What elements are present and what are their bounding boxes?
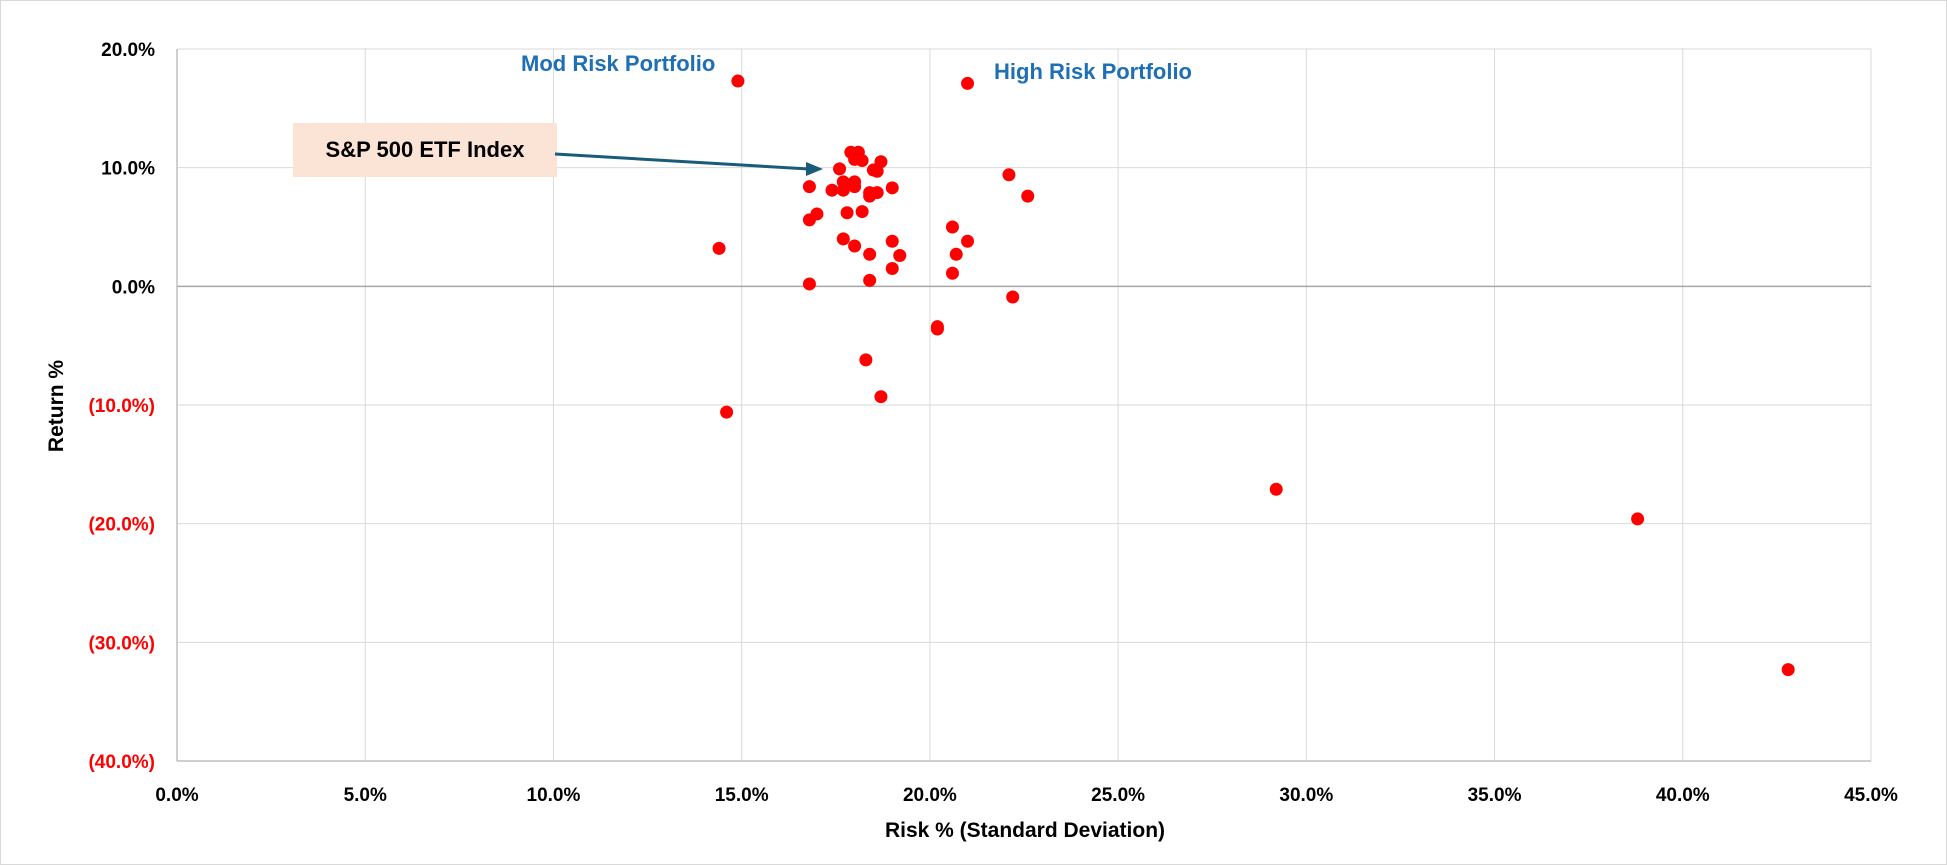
y-tick-label: (20.0%)	[88, 515, 155, 536]
data-point	[855, 205, 869, 219]
data-point	[833, 162, 847, 176]
annotation-high-risk-portfolio: High Risk Portfolio	[994, 59, 1192, 84]
data-point	[961, 234, 975, 248]
data-point	[848, 239, 862, 253]
x-tick-label: 15.0%	[715, 785, 769, 806]
y-tick-label: 10.0%	[101, 159, 155, 180]
data-point	[1269, 482, 1283, 496]
data-point	[863, 273, 877, 287]
x-tick-label: 40.0%	[1656, 785, 1710, 806]
data-point	[1021, 189, 1035, 203]
x-tick-label: 10.0%	[527, 785, 581, 806]
y-tick-label: (40.0%)	[88, 752, 155, 773]
data-point	[825, 183, 839, 197]
data-point	[802, 180, 816, 194]
y-tick-label: 20.0%	[101, 40, 155, 61]
data-point	[859, 353, 873, 367]
data-point	[945, 266, 959, 280]
y-tick-labels: 20.0% 10.0% 0.0% (10.0%) (20.0%) (30.0%) (40.0…	[88, 40, 155, 773]
x-tick-label: 35.0%	[1468, 785, 1522, 806]
annotation-mod-risk-portfolio: Mod Risk Portfolio	[521, 51, 715, 76]
x-tick-label: 30.0%	[1279, 785, 1333, 806]
data-point	[961, 76, 975, 90]
data-point	[731, 74, 745, 88]
x-tick-label: 45.0%	[1844, 785, 1898, 806]
data-point	[836, 175, 850, 189]
y-tick-label: 0.0%	[112, 277, 155, 298]
data-point	[712, 241, 726, 255]
data-point	[945, 220, 959, 234]
y-axis-title: Return %	[45, 360, 68, 453]
data-points	[712, 74, 1795, 677]
data-point	[885, 262, 899, 276]
data-point	[949, 247, 963, 261]
data-point	[836, 232, 850, 246]
data-point	[840, 206, 854, 220]
x-tick-label: 25.0%	[1091, 785, 1145, 806]
data-point	[863, 247, 877, 261]
data-point	[930, 322, 944, 336]
data-point	[893, 248, 907, 262]
x-tick-label: 0.0%	[155, 785, 198, 806]
y-tick-label: (30.0%)	[88, 633, 155, 654]
data-point	[1002, 168, 1016, 182]
data-point	[870, 186, 884, 200]
annotation-sp500-box	[293, 123, 557, 177]
data-point	[874, 390, 888, 404]
x-tick-label: 5.0%	[344, 785, 387, 806]
x-axis-title: Risk % (Standard Deviation)	[885, 819, 1165, 842]
data-point	[810, 207, 824, 221]
data-point	[885, 181, 899, 195]
data-point	[848, 180, 862, 194]
data-point	[720, 405, 734, 419]
x-tick-labels: 0.0% 5.0% 10.0% 15.0% 20.0% 25.0% 30.0% 35.0% 40…	[155, 785, 1898, 806]
data-point	[1631, 512, 1645, 526]
data-point	[855, 154, 869, 168]
x-tick-label: 20.0%	[903, 785, 957, 806]
data-point	[885, 234, 899, 248]
annotation-sp500-arrow	[554, 152, 810, 171]
annotation-sp500-arrowhead	[806, 162, 823, 176]
data-point	[1781, 663, 1795, 677]
data-point	[1006, 290, 1020, 304]
data-point	[874, 155, 888, 169]
y-tick-label: (10.0%)	[88, 396, 155, 417]
annotation-sp500-label: S&P 500 ETF Index	[326, 137, 526, 162]
data-point	[802, 277, 816, 291]
